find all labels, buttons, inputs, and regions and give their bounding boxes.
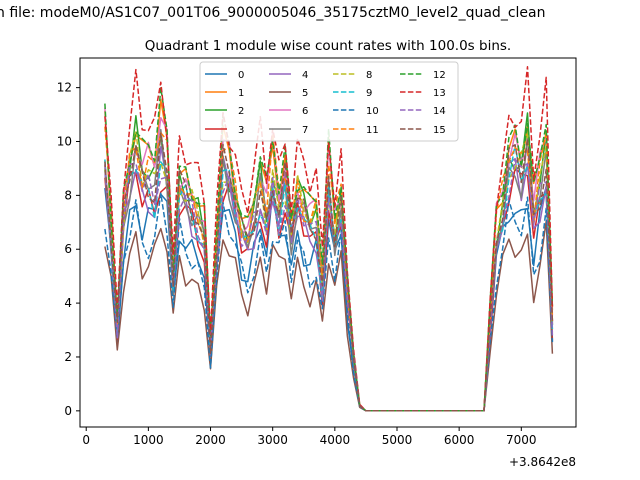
- axes-frame: [79, 57, 577, 428]
- y-tick-label: 6: [64, 242, 72, 256]
- legend-label: 10: [366, 106, 379, 117]
- y-tick-label: 12: [57, 81, 72, 95]
- legend-label: 2: [238, 106, 244, 117]
- x-axis: 0 1000 2000 3000 4000 5000 6000 7000: [82, 427, 537, 447]
- legend-label: 13: [433, 88, 446, 99]
- x-tick-label: 0: [82, 433, 90, 447]
- legend-label: 1: [238, 88, 244, 99]
- figure-suptitle: n file: modeM0/AS1C07_001T06_9000005046_…: [0, 5, 545, 21]
- legend-label: 7: [302, 125, 308, 136]
- x-tick-label: 5000: [382, 433, 413, 447]
- legend-box: [199, 61, 459, 142]
- x-tick-label: 4000: [320, 433, 351, 447]
- x-tick-label: 6000: [444, 433, 475, 447]
- series-line-15: [104, 132, 554, 412]
- legend-label: 0: [238, 70, 244, 81]
- legend-label: 11: [366, 125, 379, 136]
- legend-label: 8: [366, 70, 372, 81]
- y-axis: 0 2 4 6 8 10 12: [57, 81, 80, 418]
- legend-label: 4: [302, 70, 308, 81]
- y-tick-label: 2: [64, 350, 72, 364]
- legend-label: 9: [366, 88, 372, 99]
- x-tick-label: 2000: [195, 433, 226, 447]
- x-offset-label: +3.8642e8: [509, 455, 576, 469]
- legend-label: 3: [238, 125, 244, 136]
- series-line-12: [104, 87, 554, 412]
- legend-label: 14: [433, 106, 446, 117]
- y-tick-label: 0: [64, 404, 72, 418]
- y-tick-label: 10: [57, 134, 72, 148]
- y-tick-label: 8: [64, 188, 72, 202]
- x-tick-label: 3000: [257, 433, 288, 447]
- legend-label: 12: [433, 70, 446, 81]
- legend-label: 15: [433, 125, 446, 136]
- y-tick-label: 4: [64, 296, 72, 310]
- x-tick-label: 1000: [133, 433, 164, 447]
- series-layer: [104, 66, 554, 412]
- legend-label: 5: [302, 88, 308, 99]
- legend-label: 6: [302, 106, 308, 117]
- chart-title: Quadrant 1 module wise count rates with …: [145, 38, 511, 54]
- x-tick-label: 7000: [506, 433, 537, 447]
